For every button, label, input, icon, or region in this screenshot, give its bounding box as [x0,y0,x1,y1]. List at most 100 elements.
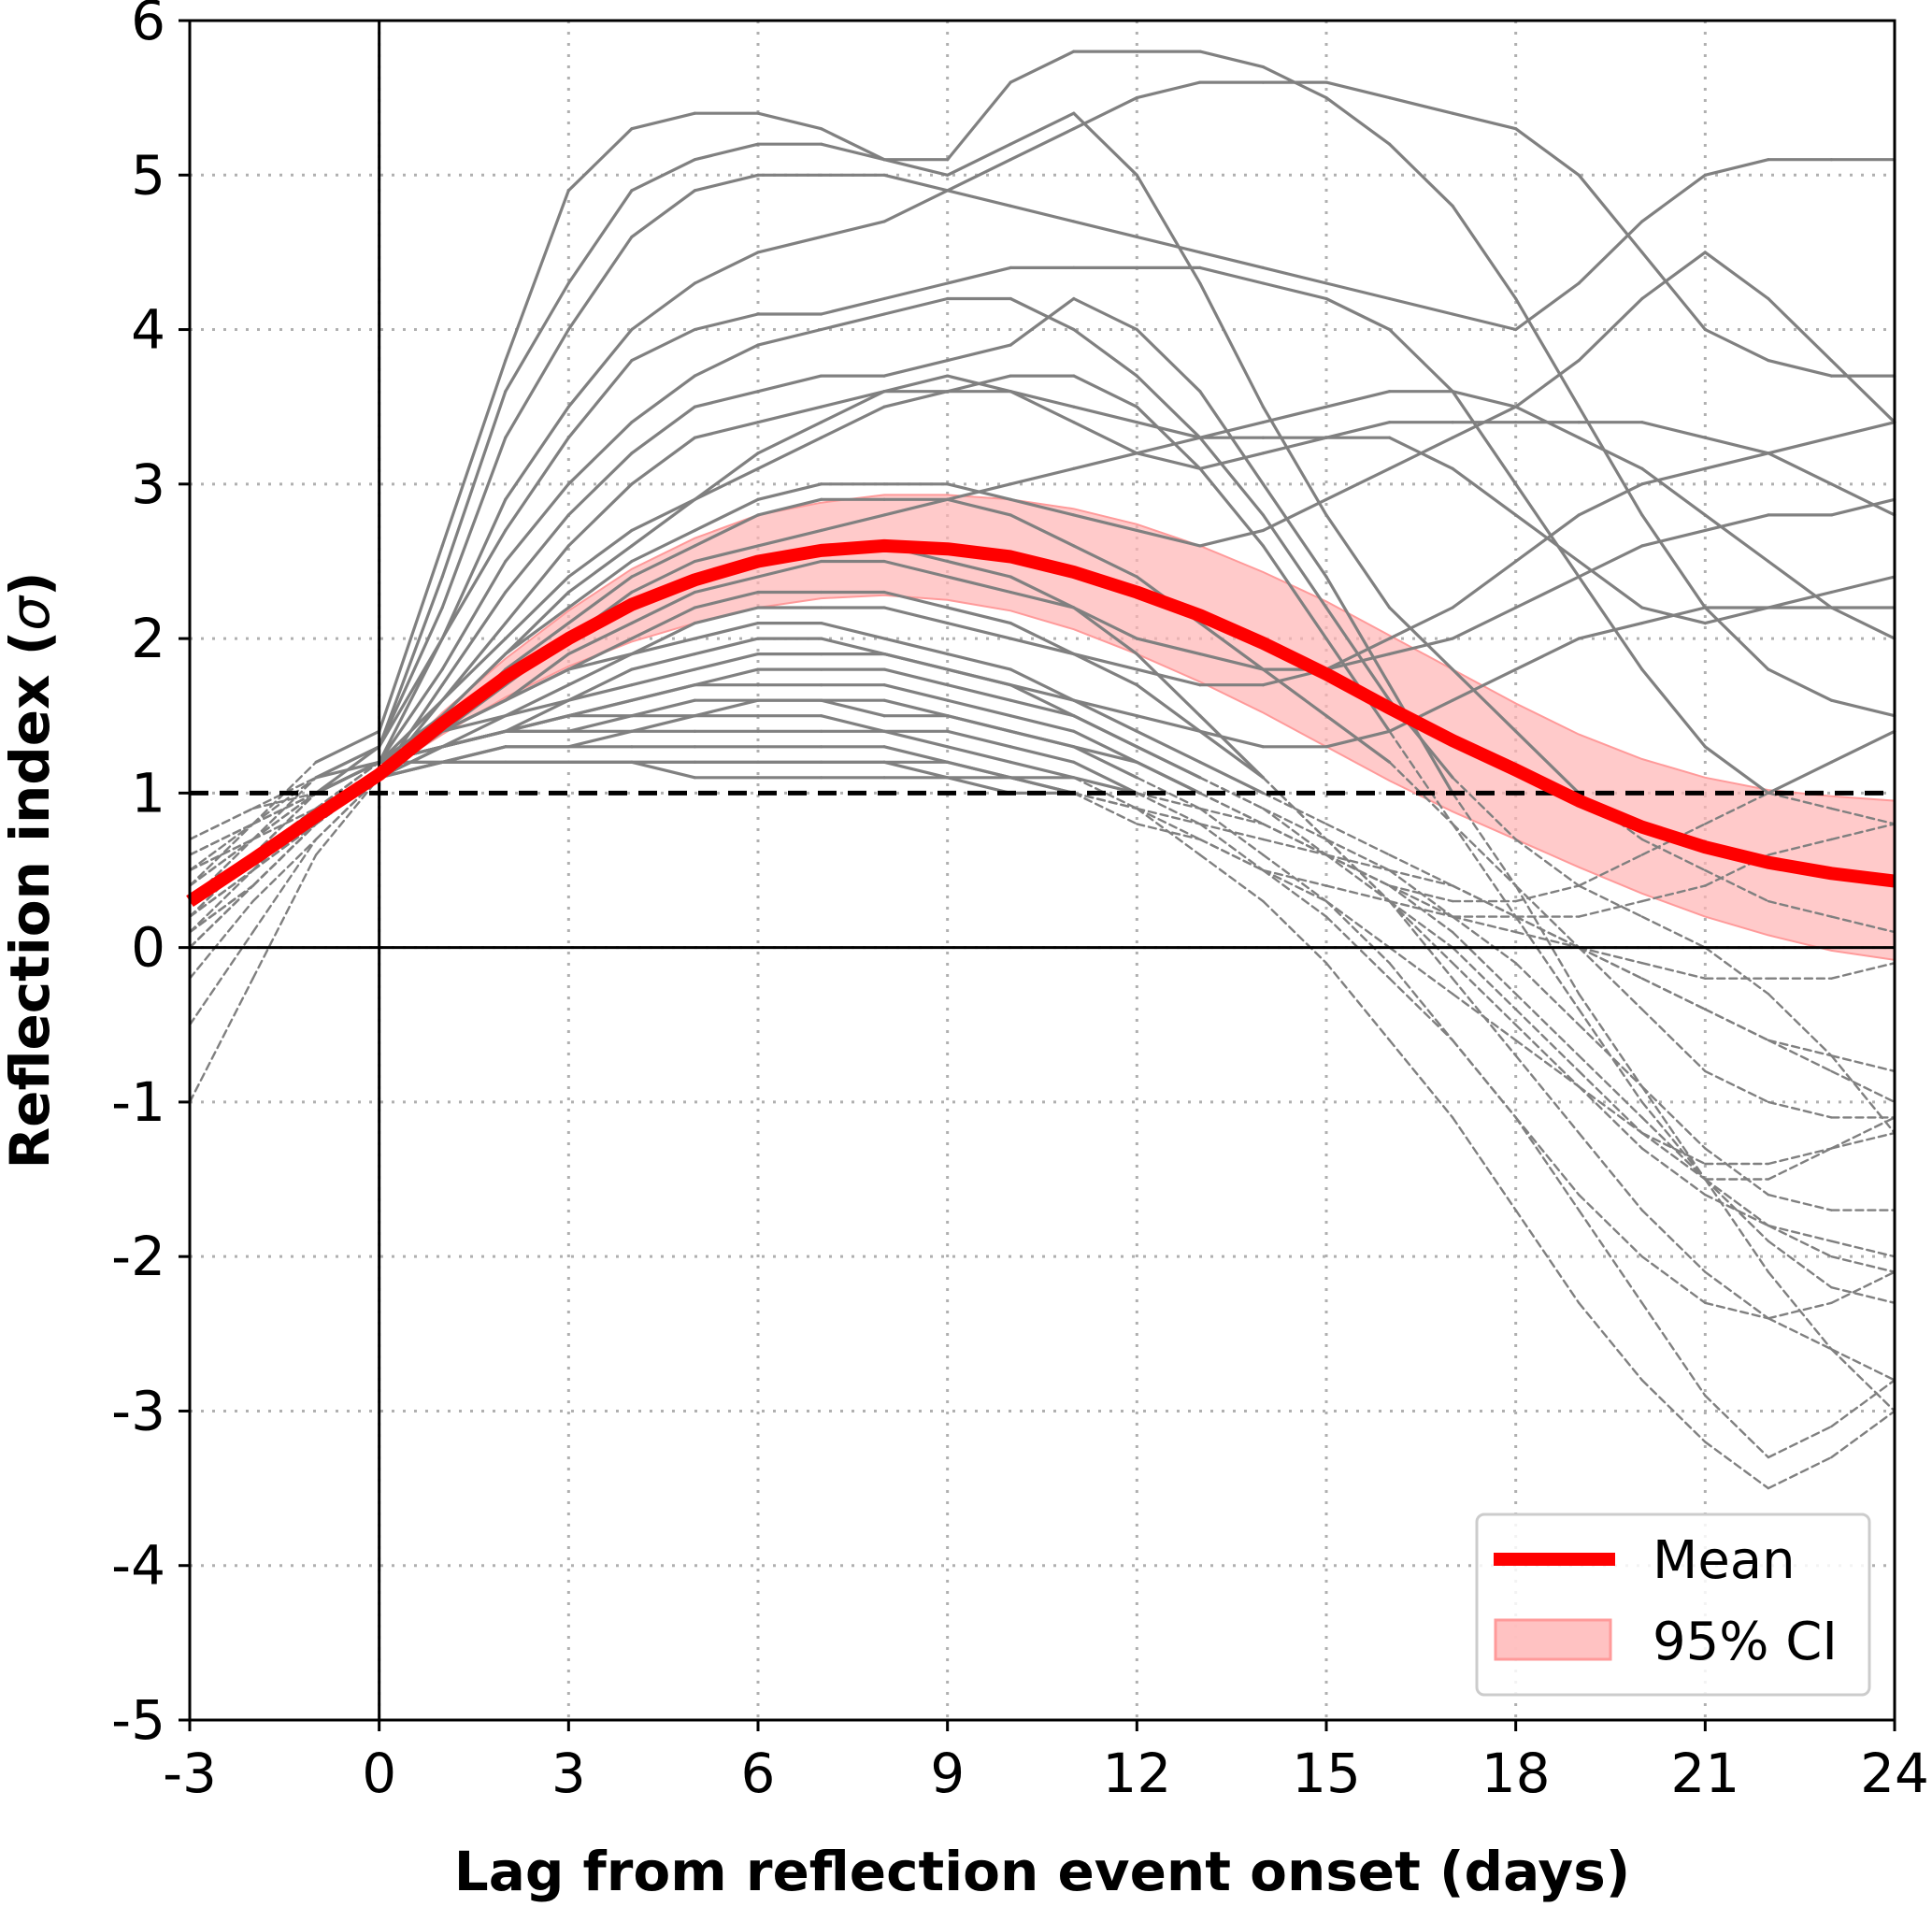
event-segment [946,621,1012,640]
event-segment [378,544,444,733]
event-series [188,265,1896,872]
event-segment [440,528,508,640]
event-segment [1577,992,1644,1088]
event-segment [1767,1147,1833,1166]
event-segment [1767,1240,1833,1289]
event-segment [1009,513,1076,548]
event-segment [1009,729,1076,749]
event-segment [630,528,697,564]
event-segment [1640,1209,1707,1273]
event-segment [1830,1285,1896,1305]
event-segment [1009,497,1076,517]
event-segment [946,559,1012,579]
event-segment [630,281,697,332]
event-segment [1072,745,1138,780]
event-segment [1577,853,1644,887]
event-segment [251,838,318,934]
event-segment [819,390,886,424]
event-segment [566,698,634,718]
event-segment [1514,405,1581,439]
event-segment [1261,482,1328,579]
event-segment [1262,868,1328,903]
event-segment [251,792,318,841]
event-segment [1324,80,1392,100]
event-segment [630,189,697,238]
event-segment [1640,251,1707,301]
event-segment [504,575,570,640]
event-segment [1135,173,1202,285]
event-segment [1514,1116,1581,1212]
event-segment [1009,50,1076,84]
event-segment [1514,1209,1581,1305]
y-axis-title: Reflection index (σ) [0,571,62,1169]
event-segment [1388,884,1454,903]
event-segment [693,621,760,640]
event-segment [946,776,1012,796]
event-segment [440,729,508,749]
event-segment [1324,652,1392,671]
event-segment [1514,513,1581,564]
event-segment [1640,513,1707,609]
event-segment [1135,714,1202,733]
event-segment [1514,359,1581,409]
event-segment [1198,50,1266,69]
event-segment [1324,513,1392,609]
event-segment [1640,1116,1707,1181]
event-segment [1640,838,1707,872]
y-tick-label: 6 [131,0,165,52]
event-segment [1262,776,1328,841]
event-segment [1135,652,1202,718]
event-segment [1072,421,1138,455]
event-segment [314,776,380,856]
event-segment [756,497,823,517]
event-segment [1324,729,1392,749]
event-segment [630,544,697,579]
event-segment [504,667,570,702]
event-segment [819,142,886,162]
event-segment [1262,823,1328,856]
y-tick-label: 5 [131,143,165,207]
event-segment [693,343,760,378]
event-segment [1640,915,1707,949]
event-segment [1072,776,1138,796]
event-segment [1324,575,1392,687]
event-segment [819,405,886,439]
event-segment [1704,1008,1770,1042]
event-segment [1830,1131,1896,1150]
event-segment [1451,111,1518,131]
event-segment [1767,1301,1833,1320]
event-segment [1324,884,1391,903]
event-segment [819,296,886,316]
event-segment [1704,1178,1770,1242]
event-segment [1198,792,1265,825]
event-segment [440,390,508,579]
event-segment [1198,251,1266,269]
event-segment [188,868,254,934]
event-segment [946,729,1012,749]
event-segment [1640,884,1707,903]
event-segment [188,838,254,887]
event-segment [1136,792,1202,825]
event-segment [756,421,823,455]
event-segment [1451,1116,1517,1212]
event-segment [1577,884,1644,918]
event-segment [1072,745,1138,764]
event-segment [1514,296,1581,409]
event-segment [1829,606,1896,640]
event-segment [504,482,570,564]
event-segment [882,590,950,609]
event-segment [1262,868,1328,887]
event-segment [1009,127,1076,162]
event-segment [566,235,634,332]
event-segment [440,590,508,687]
event-segment [1387,95,1454,115]
event-segment [693,544,760,564]
event-segment [819,621,886,640]
event-segment [440,698,508,733]
event-segment [1262,807,1328,841]
event-segment [882,606,950,625]
event-segment [1830,1348,1896,1412]
event-segment [882,189,950,223]
event-segment [946,497,1012,517]
